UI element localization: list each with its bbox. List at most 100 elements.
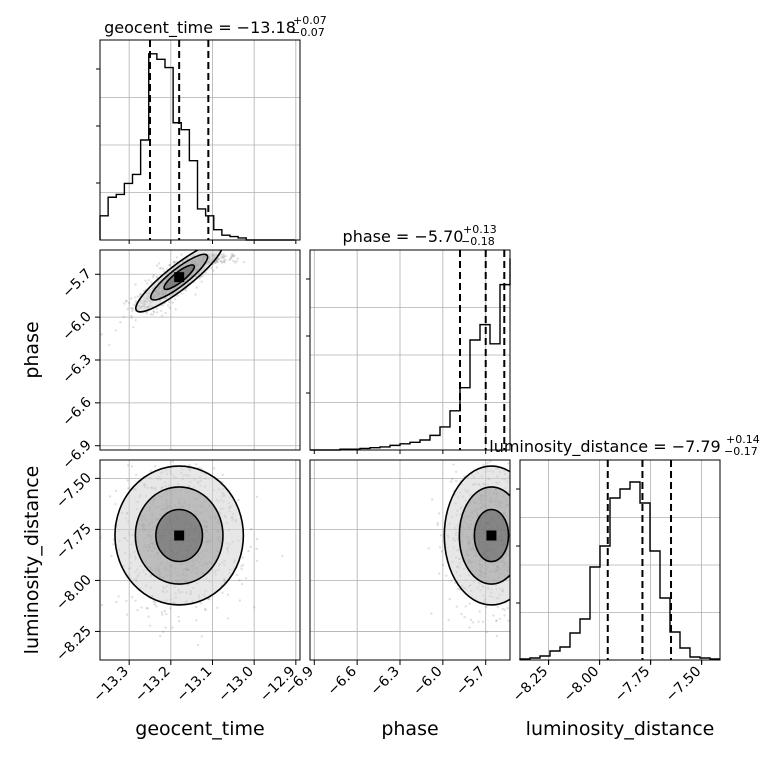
scatter-point <box>479 457 481 459</box>
scatter-point <box>439 534 443 537</box>
scatter-point <box>513 542 515 544</box>
scatter-point <box>520 506 522 508</box>
scatter-point <box>153 465 157 468</box>
scatter-point <box>194 433 196 435</box>
histogram-luminosity-distance <box>519 481 720 660</box>
scatter-point <box>538 618 540 620</box>
xtick-label-luminosity-distance-0: −8.25 <box>510 664 552 706</box>
scatter-point <box>520 587 522 589</box>
scatter-point <box>223 259 226 262</box>
scatter-point <box>161 613 164 616</box>
scatter-point <box>535 535 537 537</box>
scatter-point <box>182 452 184 454</box>
scatter-point <box>441 563 445 567</box>
scatter-point <box>529 584 531 586</box>
scatter-point <box>147 279 150 282</box>
scatter-point <box>92 568 94 570</box>
scatter-point <box>108 343 111 347</box>
title-phase-main: phase = −5.70 <box>343 227 464 246</box>
scatter-point <box>455 605 458 608</box>
scatter-point <box>168 264 171 267</box>
scatter-point <box>130 316 133 319</box>
scatter-point <box>240 582 244 586</box>
scatter-point <box>527 498 529 500</box>
xtick-label-luminosity-distance-3: −7.50 <box>663 664 705 706</box>
scatter-point <box>463 615 466 619</box>
scatter-point <box>437 512 441 515</box>
scatter-point <box>165 612 168 616</box>
scatter-point <box>482 457 484 459</box>
scatter-point <box>255 547 258 550</box>
scatter-point <box>436 522 439 525</box>
ytick-label-phase-1: −6.0 <box>59 309 94 344</box>
scatter-point <box>123 302 126 305</box>
scatter-point <box>112 543 115 546</box>
ytick-label-luminosity-distance-3: −8.25 <box>53 623 95 665</box>
scatter-point <box>522 498 524 500</box>
scatter-point <box>224 258 227 262</box>
scatter-point <box>238 579 241 582</box>
scatter-point <box>132 326 135 329</box>
scatter-point <box>151 313 154 316</box>
scatter-point <box>224 254 227 258</box>
scatter-point <box>100 333 103 336</box>
scatter-point <box>511 513 513 515</box>
scatter-luminosity-distance-vs-geocent-time <box>92 433 284 647</box>
scatter-point <box>516 502 518 504</box>
title-phase-sub: −0.18 <box>461 235 495 248</box>
scatter-point <box>477 620 480 623</box>
scatter-point <box>134 300 138 303</box>
scatter-point <box>149 469 152 473</box>
scatter-point <box>454 470 458 473</box>
scatter-point <box>212 269 215 272</box>
scatter-point <box>160 314 164 317</box>
scatter-point <box>546 546 548 548</box>
ytick-label-luminosity-distance-2: −8.00 <box>53 572 95 614</box>
scatter-point <box>506 607 509 610</box>
scatter-point <box>496 605 499 609</box>
scatter-point <box>119 321 122 324</box>
scatter-point <box>216 260 219 264</box>
scatter-point <box>514 514 516 516</box>
scatter-point <box>162 267 165 270</box>
scatter-point <box>158 267 161 270</box>
scatter-point <box>199 602 202 605</box>
scatter-point <box>481 620 485 623</box>
scatter-point <box>155 605 158 608</box>
scatter-point <box>241 563 245 567</box>
scatter-point <box>219 259 222 263</box>
scatter-point <box>133 303 136 306</box>
scatter-point <box>469 618 473 622</box>
scatter-point <box>237 498 240 502</box>
scatter-point <box>514 557 516 559</box>
scatter-point <box>478 610 481 613</box>
scatter-point <box>172 261 176 264</box>
scatter-point <box>452 463 455 466</box>
scatter-point <box>140 606 143 609</box>
scatter-point <box>194 293 197 296</box>
scatter-point <box>127 464 130 467</box>
scatter-point <box>536 584 538 586</box>
scatter-point <box>455 479 458 483</box>
xtick-label-geocent-time-2: −13.1 <box>174 664 216 706</box>
scatter-point <box>253 606 256 609</box>
scatter-point <box>129 306 133 310</box>
scatter-point <box>495 619 498 622</box>
scatter-point <box>168 263 171 266</box>
scatter-point <box>542 561 544 563</box>
title-luminosity-distance-main: luminosity_distance = −7.79 <box>489 437 720 457</box>
scatter-point <box>527 552 529 554</box>
scatter-point <box>436 523 439 527</box>
scatter-point <box>431 498 434 501</box>
scatter-point <box>530 558 532 560</box>
scatter-point <box>511 458 513 460</box>
scatter-point <box>153 603 156 606</box>
scatter-point <box>161 303 164 307</box>
scatter-point <box>148 624 152 627</box>
scatter-point <box>216 606 219 609</box>
ytick-label-luminosity-distance-1: −7.75 <box>53 521 95 563</box>
scatter-point <box>155 275 158 278</box>
scatter-point <box>511 521 513 523</box>
scatter-point <box>195 286 199 289</box>
